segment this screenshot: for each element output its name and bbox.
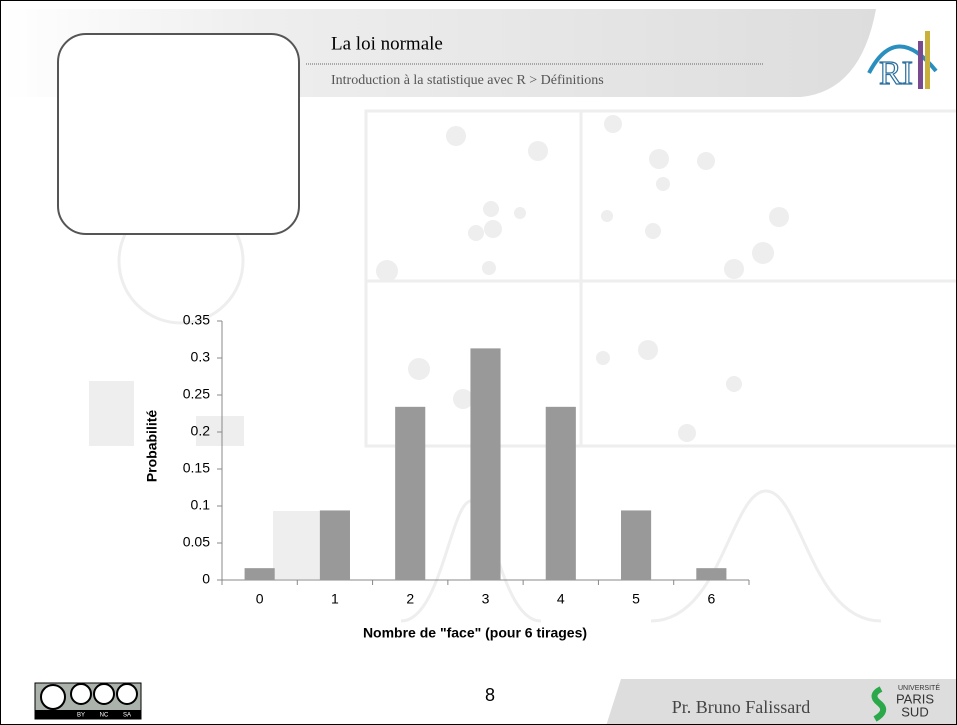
license-term: SA: [123, 713, 131, 719]
license-term: NC: [100, 713, 109, 719]
x-tick-label: 5: [632, 591, 640, 607]
slide: La loi normale Introduction à la statist…: [0, 0, 957, 725]
x-axis-title: Nombre de "face" (pour 6 tirages): [363, 625, 587, 641]
y-tick-label: 0.2: [191, 423, 211, 439]
x-tick-label: 3: [482, 591, 490, 607]
breadcrumb: Introduction à la statistique avec R > D…: [331, 73, 604, 88]
slide-title: La loi normale: [331, 33, 443, 54]
y-tick-label: 0.05: [183, 534, 210, 550]
x-tick-label: 6: [707, 591, 715, 607]
x-tick-label: 0: [256, 591, 264, 607]
y-tick-label: 0.35: [183, 312, 210, 328]
bar: [320, 510, 350, 580]
cc-badge: BY NC SA: [35, 683, 141, 719]
x-tick-label: 2: [406, 591, 414, 607]
y-tick-label: 0.25: [183, 386, 210, 402]
license-term: BY: [77, 713, 85, 719]
y-tick-label: 0: [202, 571, 210, 587]
photo-frame: [58, 34, 299, 234]
page-number: 8: [485, 685, 495, 705]
bar: [546, 407, 576, 580]
svg-text:RI: RI: [879, 55, 913, 92]
y-axis-title: Probabilité: [144, 410, 160, 483]
bar: [696, 568, 726, 580]
author: Pr. Bruno Falissard: [672, 697, 811, 717]
bar: [470, 348, 500, 580]
x-tick-label: 4: [557, 591, 565, 607]
bar: [245, 568, 275, 580]
r-logo: RI: [869, 31, 936, 92]
bar: [395, 407, 425, 580]
y-tick-label: 0.3: [191, 349, 211, 365]
bar: [621, 510, 651, 580]
x-tick-label: 1: [331, 591, 339, 607]
university-text: SUD: [901, 704, 928, 719]
y-tick-label: 0.1: [191, 497, 211, 513]
y-tick-label: 0.15: [183, 460, 210, 476]
chart: La loi normale Introduction à la statist…: [1, 1, 956, 724]
